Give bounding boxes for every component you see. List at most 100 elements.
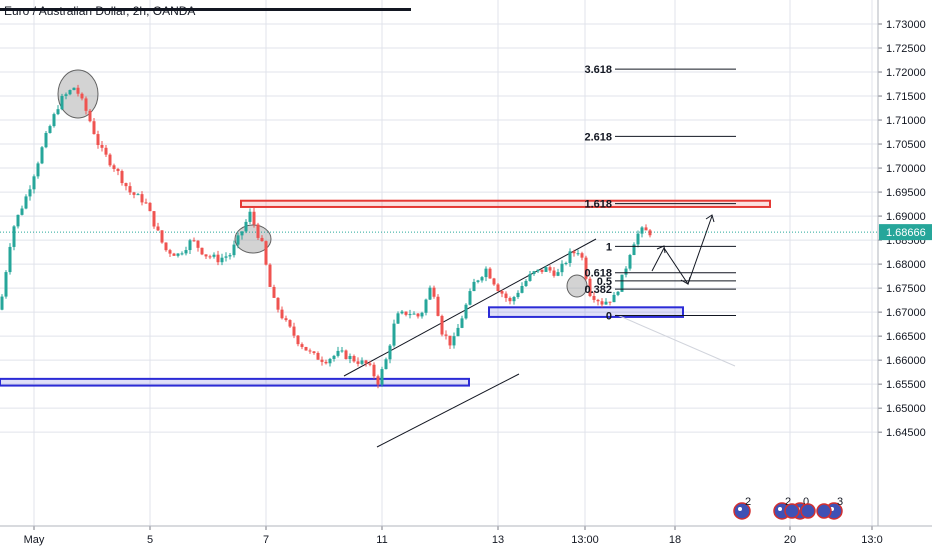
candle: [436, 294, 440, 317]
candle-body: [604, 301, 608, 305]
last-price-tag[interactable]: 1.68666: [879, 224, 932, 241]
y-tick-label: 1.72500: [886, 43, 926, 55]
candle-body: [312, 351, 316, 354]
candle: [580, 251, 584, 261]
candle: [116, 167, 120, 176]
candle: [596, 298, 600, 306]
candle: [72, 87, 76, 91]
candle-body: [548, 267, 552, 271]
candle-body: [640, 227, 644, 234]
candle-body: [316, 353, 320, 360]
candle: [80, 92, 84, 101]
x-tick-label: 13:00: [571, 534, 599, 546]
candle: [452, 332, 456, 349]
flag-circle: [784, 503, 800, 519]
candle: [560, 260, 564, 277]
candle-body: [28, 189, 32, 197]
event-flag-icon[interactable]: 2: [733, 496, 751, 520]
y-tick-label: 1.71500: [886, 91, 926, 103]
y-tick-label: 1.65000: [886, 403, 926, 415]
candle-body: [72, 87, 76, 91]
candle: [68, 89, 72, 96]
candle: [368, 360, 372, 367]
last-price-tag-bg: [879, 224, 932, 241]
candle: [148, 202, 152, 212]
candle: [528, 270, 532, 282]
candle-body: [400, 311, 404, 314]
time-axis[interactable]: May 5 7 11 13 13:00 18 20 13:0: [0, 525, 932, 546]
candle-body: [452, 336, 456, 346]
candle-body: [544, 267, 548, 272]
price-axis[interactable]: 1.73000 1.72500 1.72000 1.71500 1.71000 1.705…: [877, 0, 932, 526]
candle: [32, 174, 36, 194]
candle-body: [304, 346, 308, 351]
candle: [192, 237, 196, 242]
candle-body: [404, 311, 408, 315]
candle: [340, 347, 344, 353]
candle-body: [484, 268, 488, 278]
candle: [556, 268, 560, 277]
candle: [632, 242, 636, 256]
event-flag-icon[interactable]: [816, 503, 832, 519]
candle-body: [56, 109, 60, 115]
candle-body: [632, 244, 636, 256]
candle-body: [344, 350, 348, 359]
event-flag-icon[interactable]: [784, 503, 800, 519]
candle-body: [252, 211, 256, 225]
candle-body: [384, 359, 388, 370]
candle: [120, 169, 124, 186]
candle-body: [256, 224, 260, 238]
x-tick-label: 13:0: [861, 534, 882, 546]
candle: [312, 350, 316, 355]
y-tick-label: 1.70500: [886, 139, 926, 151]
y-tick-label: 1.71000: [886, 115, 926, 127]
event-flag-icon[interactable]: [800, 503, 816, 519]
candle: [552, 267, 556, 278]
candle-body: [508, 298, 512, 302]
candle-body: [144, 202, 148, 204]
candle: [636, 230, 640, 248]
candle: [352, 354, 356, 363]
candle: [472, 278, 476, 292]
candle: [12, 225, 16, 251]
candle-body: [372, 364, 376, 377]
candles: [0, 84, 652, 389]
candle: [4, 270, 8, 299]
candle: [348, 353, 352, 364]
candle: [88, 108, 92, 123]
candle: [276, 297, 280, 313]
candle: [280, 306, 284, 320]
candle-body: [280, 309, 284, 319]
candle-body: [240, 231, 244, 236]
candle-body: [348, 356, 352, 359]
candle: [388, 343, 392, 364]
candle: [172, 252, 176, 256]
candle: [244, 219, 248, 234]
candle-body: [228, 255, 232, 257]
candle-body: [472, 281, 476, 292]
candle: [484, 266, 488, 282]
candle-body: [388, 345, 392, 360]
fib-level-label: 2.618: [584, 131, 612, 143]
candle: [424, 298, 428, 316]
candle: [260, 235, 264, 242]
candle: [124, 182, 128, 191]
candle-body: [204, 254, 208, 257]
candle-body: [612, 294, 616, 303]
candle-body: [592, 296, 596, 300]
y-tick-label: 1.67000: [886, 307, 926, 319]
candle: [44, 131, 48, 149]
x-tick-label: 7: [263, 534, 269, 546]
flag-circle: [800, 503, 816, 519]
candle-body: [412, 313, 416, 315]
candle: [316, 351, 320, 360]
header-bar: [0, 8, 411, 11]
candle: [336, 346, 340, 358]
candle-body: [244, 221, 248, 232]
candle: [60, 93, 64, 111]
candle: [188, 238, 192, 255]
candle-body: [532, 271, 536, 274]
fib-level-label: 3.618: [584, 64, 612, 76]
